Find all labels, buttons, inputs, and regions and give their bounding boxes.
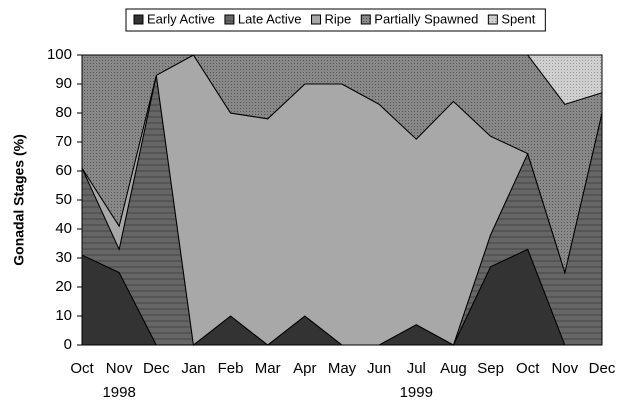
x-tick-label: Dec	[143, 360, 170, 377]
y-tick-label: 30	[55, 249, 72, 266]
x-tick-label: Oct	[70, 360, 94, 377]
legend: Early Active Late Active Ripe Partially Spa…	[125, 8, 546, 32]
legend-swatch	[133, 14, 144, 25]
x-tick-label: Feb	[218, 360, 244, 377]
y-tick-label: 100	[47, 46, 72, 63]
x-tick-label: May	[328, 360, 357, 377]
y-tick-label: 50	[55, 191, 72, 208]
legend-swatch	[487, 14, 498, 25]
legend-swatch	[360, 14, 371, 25]
y-tick-label: 20	[55, 278, 72, 295]
x-tick-label: Nov	[106, 360, 133, 377]
y-tick-label: 90	[55, 75, 72, 92]
x-tick-label: Oct	[516, 360, 540, 377]
year-label: 1998	[102, 384, 135, 401]
y-tick-label: 80	[55, 104, 72, 121]
x-tick-label: Jan	[181, 360, 205, 377]
x-tick-label: Dec	[589, 360, 616, 377]
legend-swatch	[224, 14, 235, 25]
legend-label: Late Active	[238, 11, 302, 26]
x-tick-label: Jun	[367, 360, 391, 377]
y-tick-label: 60	[55, 162, 72, 179]
x-tick-label: Sep	[477, 360, 504, 377]
y-tick-label: 70	[55, 133, 72, 150]
y-axis-title: Gonadal Stages (%)	[11, 134, 27, 265]
x-tick-label: Aug	[440, 360, 467, 377]
legend-swatch	[311, 14, 322, 25]
x-tick-label: Apr	[293, 360, 316, 377]
x-tick-label: Nov	[552, 360, 579, 377]
y-tick-label: 40	[55, 220, 72, 237]
legend-label: Partially Spawned	[374, 11, 478, 26]
x-tick-label: Jul	[407, 360, 426, 377]
y-tick-label: 0	[64, 336, 72, 353]
legend-label: Early Active	[147, 11, 215, 26]
x-tick-label: Mar	[255, 360, 281, 377]
legend-label: Spent	[501, 11, 535, 26]
legend-label: Ripe	[325, 11, 352, 26]
y-tick-label: 10	[55, 307, 72, 324]
year-label: 1999	[400, 384, 433, 401]
